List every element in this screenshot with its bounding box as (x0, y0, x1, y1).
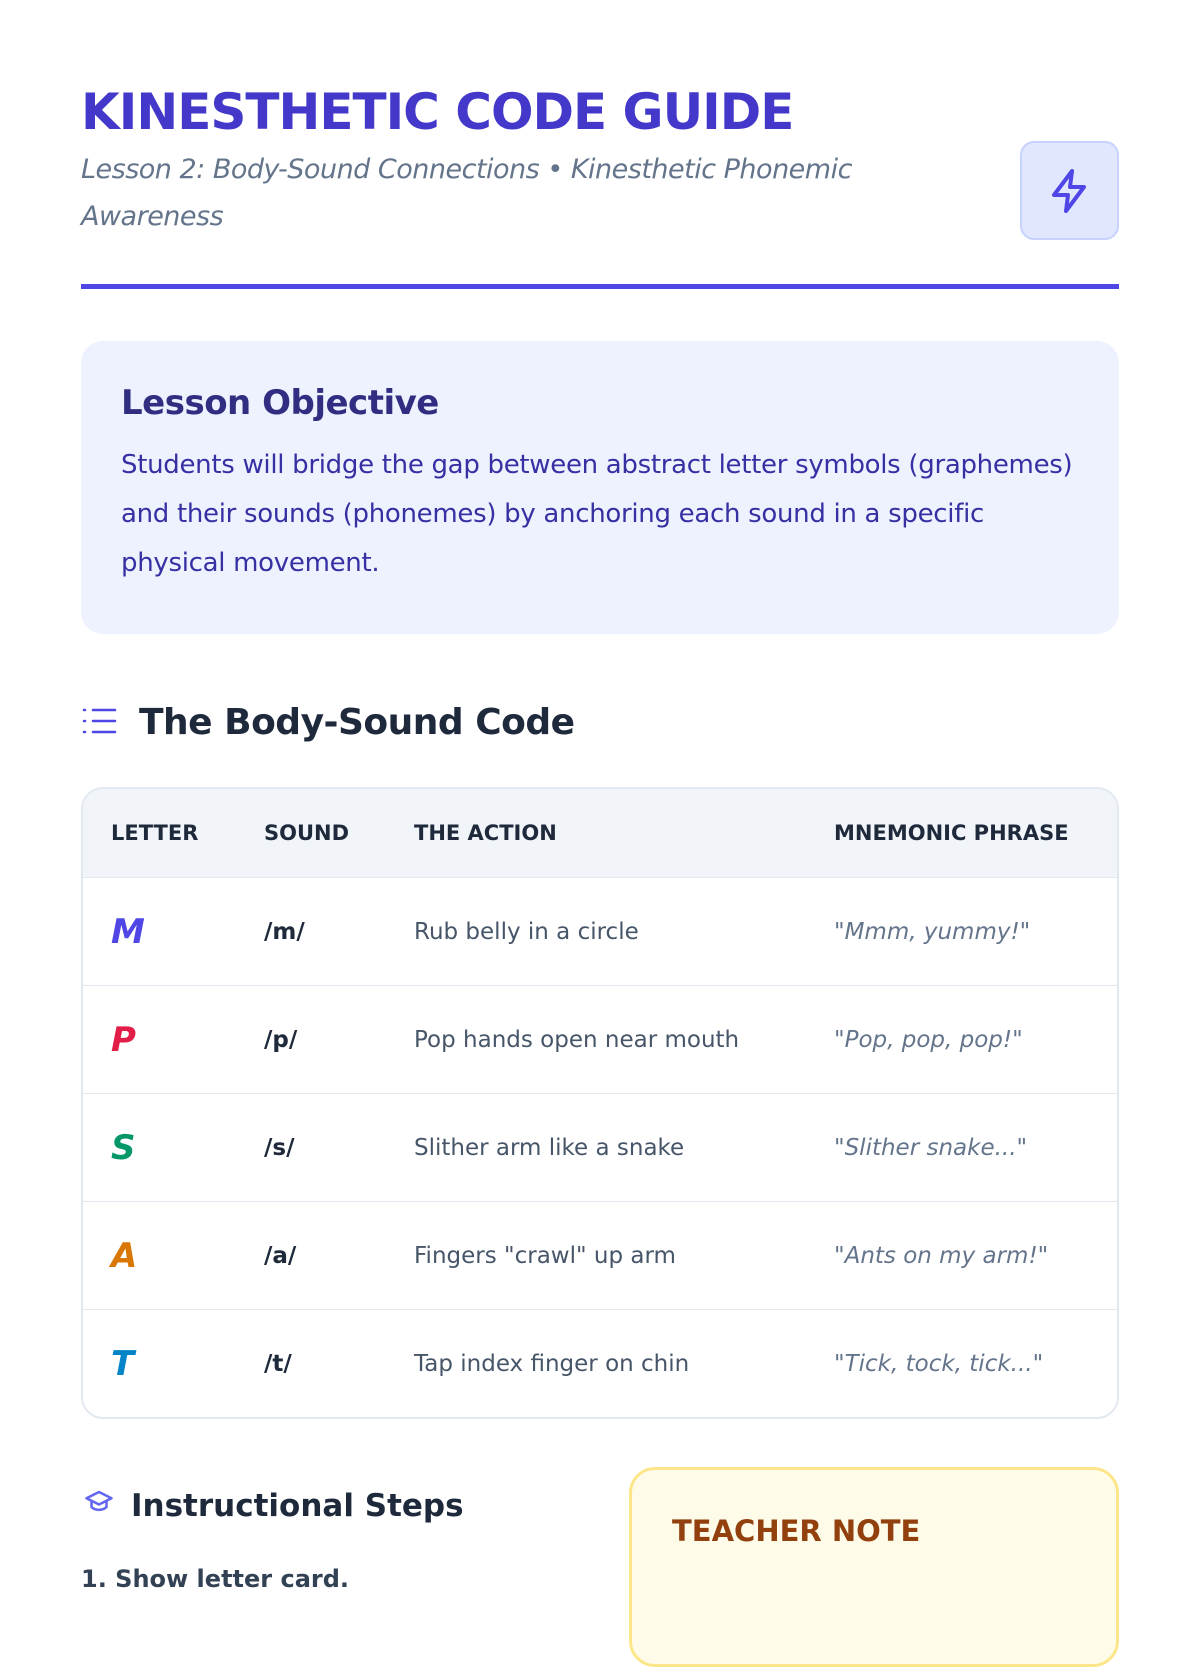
sound-cell: /s/ (236, 1093, 386, 1201)
step-item: 1. Show letter card. (81, 1565, 350, 1593)
phrase-cell: "Mmm, yummy!" (806, 877, 1117, 985)
teacher-note-heading: TEACHER NOTE (672, 1514, 921, 1548)
phrase-cell: "Pop, pop, pop!" (806, 985, 1117, 1093)
action-cell: Tap index finger on chin (386, 1309, 806, 1417)
column-header-action: THE ACTION (386, 789, 806, 877)
phrase-cell: "Tick, tock, tick..." (806, 1309, 1117, 1417)
column-header-sound: SOUND (236, 789, 386, 877)
page-title: KINESTHETIC CODE GUIDE (81, 83, 794, 141)
instructional-steps: Instructional Steps 1. Show letter card. (81, 1487, 1119, 1593)
table-row: P/p/Pop hands open near mouth "Pop, pop, … (83, 985, 1117, 1093)
column-header-letter: LETTER (83, 789, 236, 877)
page-subtitle: Lesson 2: Body-Sound Connections • Kines… (81, 154, 852, 232)
letter-cell: P (83, 985, 236, 1093)
objective-heading: Lesson Objective (121, 383, 439, 423)
lesson-objective-card: Lesson Objective Students will bridge th… (81, 341, 1119, 634)
sound-cell: /m/ (236, 877, 386, 985)
letter-cell: S (83, 1093, 236, 1201)
table-row: S/s/Slither arm like a snake "Slither sna… (83, 1093, 1117, 1201)
page-header: KINESTHETIC CODE GUIDE Lesson 2: Body-So… (81, 0, 1119, 289)
code-section-title: The Body-Sound Code (139, 702, 575, 743)
teacher-note-card: TEACHER NOTE (629, 1467, 1119, 1667)
sound-cell: /p/ (236, 985, 386, 1093)
steps-heading: Instructional Steps (81, 1487, 1119, 1525)
letter-cell: M (83, 877, 236, 985)
table-header-row: LETTER SOUND THE ACTION MNEMONIC PHRASE (83, 789, 1117, 877)
column-header-phrase: MNEMONIC PHRASE (806, 789, 1117, 877)
phrase-cell: "Ants on my arm!" (806, 1201, 1117, 1309)
table-row: M/m/Rub belly in a circle "Mmm, yummy!" (83, 877, 1117, 985)
table-row: T/t/Tap index finger on chin "Tick, tock,… (83, 1309, 1117, 1417)
letter-cell: A (83, 1201, 236, 1309)
list-icon (81, 706, 117, 740)
sound-cell: /t/ (236, 1309, 386, 1417)
phrase-cell: "Slither snake..." (806, 1093, 1117, 1201)
action-cell: Pop hands open near mouth (386, 985, 806, 1093)
table-row: A/a/Fingers "crawl" up arm "Ants on my ar… (83, 1201, 1117, 1309)
body-sound-table: LETTER SOUND THE ACTION MNEMONIC PHRASE … (81, 787, 1119, 1419)
graduation-cap-icon (81, 1487, 117, 1525)
sound-cell: /a/ (236, 1201, 386, 1309)
lightning-bolt-icon (1020, 141, 1119, 240)
steps-title: Instructional Steps (131, 1488, 464, 1524)
letter-cell: T (83, 1309, 236, 1417)
action-cell: Rub belly in a circle (386, 877, 806, 985)
code-section-heading: The Body-Sound Code (81, 702, 1119, 743)
objective-text: Students will bridge the gap between abs… (121, 450, 1073, 578)
action-cell: Slither arm like a snake (386, 1093, 806, 1201)
action-cell: Fingers "crawl" up arm (386, 1201, 806, 1309)
